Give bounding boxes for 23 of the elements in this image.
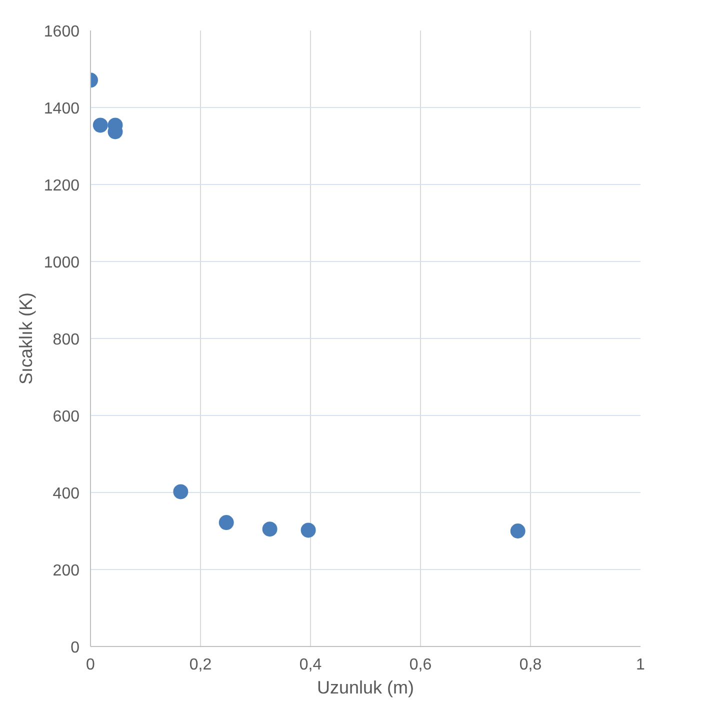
x-axis-title: Uzunluk (m) [316,678,414,698]
y-tick-label: 400 [52,486,80,502]
y-tick-label: 1000 [44,254,80,272]
y-tick-label: 800 [52,332,80,348]
y-tick-label: 0 [70,640,80,656]
x-tick-label: 0,2 [189,656,212,674]
y-tick-label: 1200 [44,178,80,194]
y-tick-label: 200 [52,562,80,580]
point [218,515,234,530]
y-tick-label: 1600 [44,24,80,40]
y-tick-label: 600 [52,408,80,426]
point [510,524,526,538]
x-tick-label: 0,8 [519,656,542,674]
x-tick-label: 1 [636,656,646,674]
x-tick-label: 0,6 [409,656,432,674]
x-tick-label: 0,4 [299,656,322,674]
point [300,522,316,538]
point [262,522,278,537]
y-axis-title: Sıcaklık (K) [16,292,36,385]
point [173,484,188,500]
point [92,118,108,133]
y-tick-label: 1400 [44,100,80,118]
x-tick-label: 0 [86,656,96,674]
